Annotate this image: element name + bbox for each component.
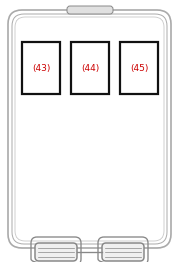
Bar	[22, 42, 60, 94]
Bar	[120, 42, 158, 94]
Text: (45): (45)	[130, 63, 148, 73]
Text: (44): (44)	[81, 63, 99, 73]
Bar	[71, 42, 109, 94]
FancyBboxPatch shape	[67, 6, 113, 14]
FancyBboxPatch shape	[102, 243, 144, 261]
FancyBboxPatch shape	[35, 243, 77, 261]
Text: (43): (43)	[32, 63, 50, 73]
